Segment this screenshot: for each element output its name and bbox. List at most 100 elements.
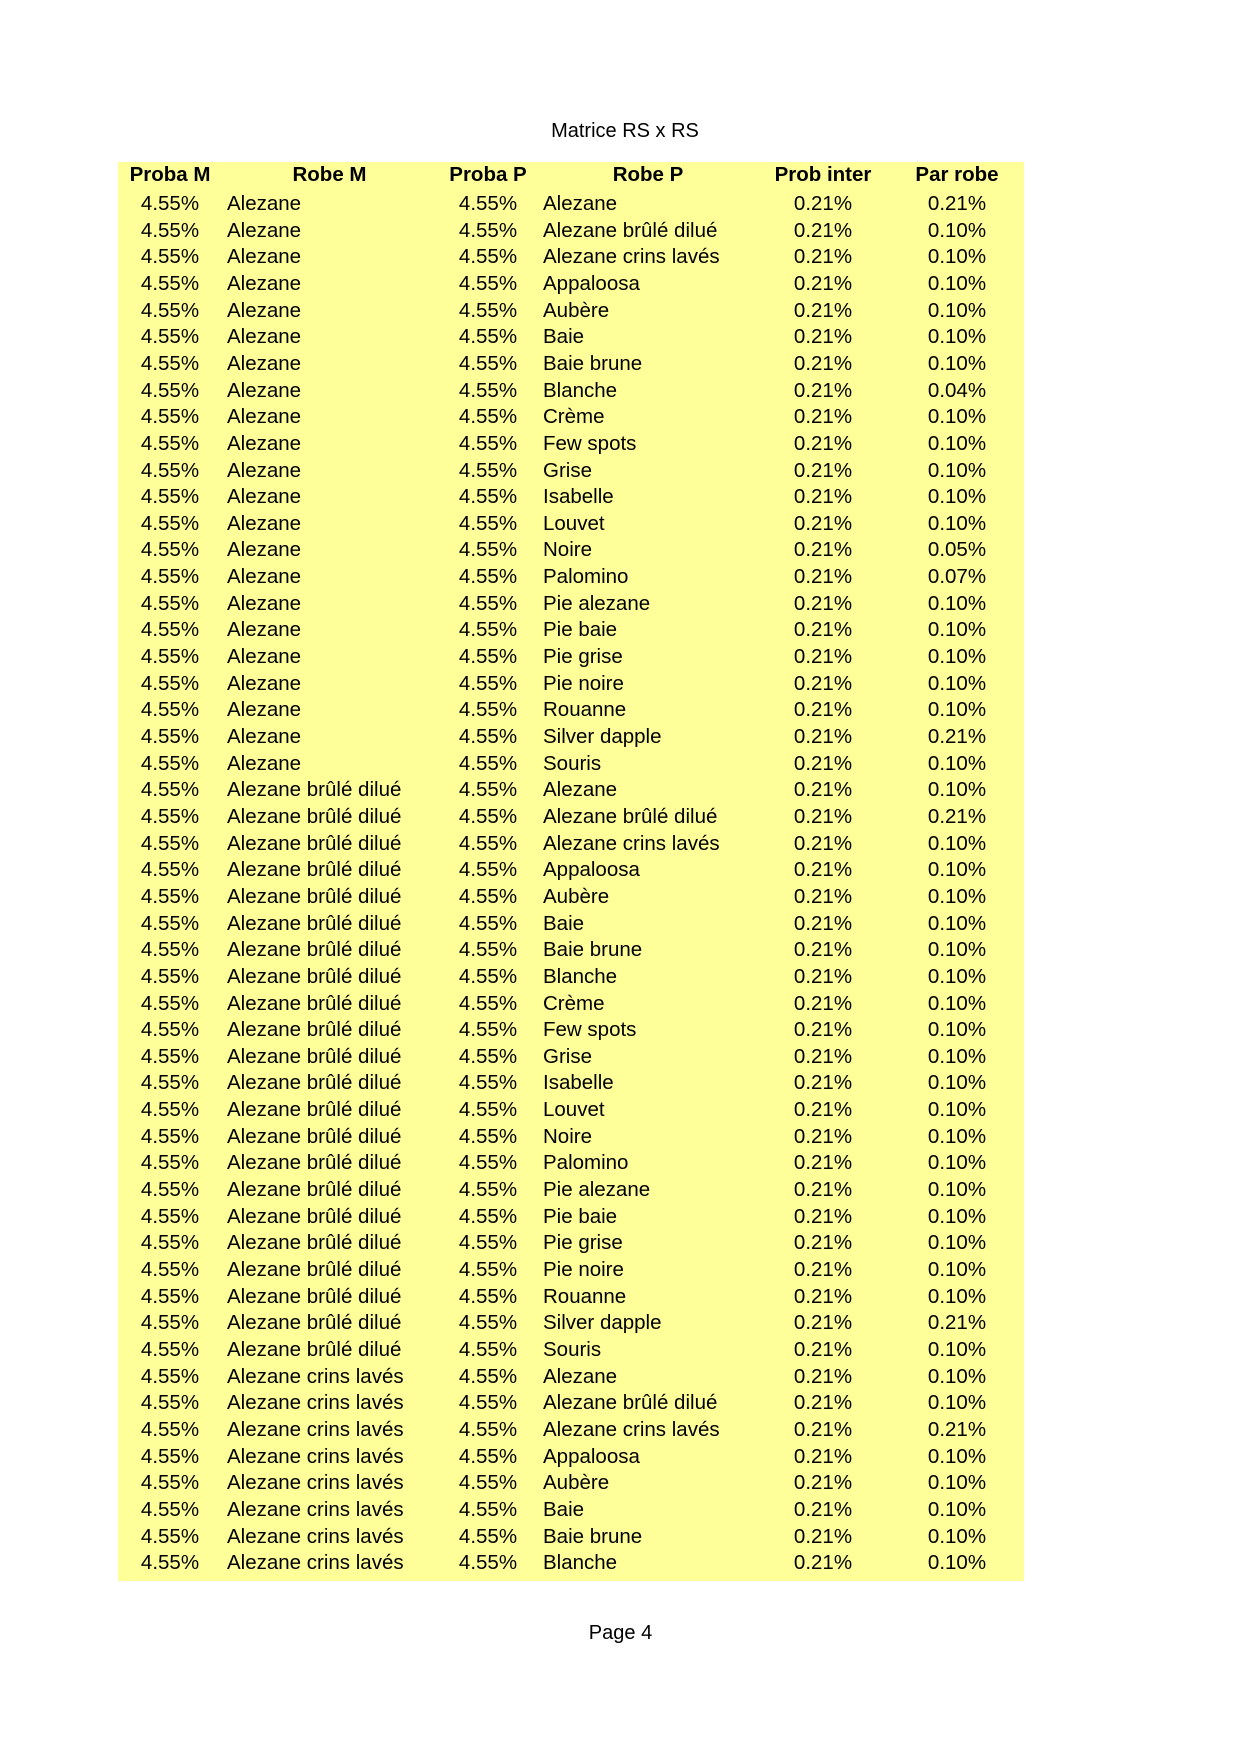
table-row: 4.55% Alezane brûlé dilué 4.55% Few spots 0.… <box>118 1017 1024 1044</box>
cell-robe-p: Baie <box>543 325 585 349</box>
cell-proba-m: 4.55% <box>140 751 200 775</box>
cell-robe-p: Silver dapple <box>543 1311 662 1335</box>
table-row: 4.55% Alezane 4.55% Pie baie 0.21% 0.10% <box>118 617 1024 644</box>
cell-proba-m: 4.55% <box>140 804 200 828</box>
cell-proba-p: 4.55% <box>458 405 518 429</box>
cell-prob-inter: 0.21% <box>793 831 853 855</box>
cell-proba-p: 4.55% <box>458 1018 518 1042</box>
cell-prob-inter: 0.21% <box>793 1311 853 1335</box>
cell-par-robe: 0.10% <box>927 1391 987 1415</box>
cell-proba-m: 4.55% <box>140 405 200 429</box>
table-row: 4.55% Alezane brûlé dilué 4.55% Blanche 0.21… <box>118 964 1024 991</box>
cell-proba-p: 4.55% <box>458 804 518 828</box>
cell-par-robe: 0.10% <box>927 1284 987 1308</box>
cell-proba-m: 4.55% <box>140 1524 200 1548</box>
cell-proba-p: 4.55% <box>458 831 518 855</box>
cell-robe-p: Blanche <box>543 378 618 402</box>
cell-prob-inter: 0.21% <box>793 192 853 215</box>
cell-par-robe: 0.05% <box>927 538 987 562</box>
cell-proba-p: 4.55% <box>458 645 518 669</box>
cell-proba-p: 4.55% <box>458 1258 518 1281</box>
cell-proba-p: 4.55% <box>458 1124 518 1148</box>
cell-par-robe: 0.10% <box>927 938 987 962</box>
cell-par-robe: 0.10% <box>927 458 987 482</box>
cell-prob-inter: 0.21% <box>793 1417 853 1441</box>
cell-par-robe: 0.10% <box>927 911 987 935</box>
cell-prob-inter: 0.21% <box>793 431 853 455</box>
cell-robe-m: Alezane <box>227 698 302 722</box>
table-row: 4.55% Alezane brûlé dilué 4.55% Baie brune 0… <box>118 937 1024 964</box>
cell-proba-p: 4.55% <box>458 325 518 349</box>
cell-prob-inter: 0.21% <box>793 1044 853 1068</box>
cell-prob-inter: 0.21% <box>793 671 853 695</box>
cell-par-robe: 0.10% <box>927 271 987 295</box>
cell-robe-p: Alezane crins lavés <box>543 245 720 269</box>
cell-par-robe: 0.10% <box>927 511 987 535</box>
cell-proba-p: 4.55% <box>458 1364 518 1388</box>
cell-par-robe: 0.07% <box>927 565 987 589</box>
cell-robe-p: Crème <box>543 991 605 1015</box>
cell-proba-m: 4.55% <box>140 1391 200 1415</box>
cell-proba-m: 4.55% <box>140 565 200 589</box>
cell-prob-inter: 0.21% <box>793 1178 853 1202</box>
table-row: 4.55% Alezane 4.55% Pie noire 0.21% 0.10% <box>118 671 1024 698</box>
cell-robe-m: Alezane brûlé dilué <box>227 1284 402 1308</box>
cell-proba-m: 4.55% <box>140 1044 200 1068</box>
cell-robe-m: Alezane <box>227 725 302 748</box>
cell-par-robe: 0.10% <box>927 1124 987 1148</box>
cell-robe-m: Alezane brûlé dilué <box>227 1178 402 1202</box>
cell-prob-inter: 0.21% <box>793 1391 853 1415</box>
table-row: 4.55% Alezane 4.55% Silver dapple 0.21% 0.21% <box>118 724 1024 751</box>
cell-robe-m: Alezane <box>227 751 302 775</box>
cell-robe-m: Alezane brûlé dilué <box>227 1124 402 1148</box>
cell-par-robe: 0.10% <box>927 218 987 242</box>
cell-prob-inter: 0.21% <box>793 218 853 242</box>
cell-prob-inter: 0.21% <box>793 325 853 349</box>
cell-robe-m: Alezane <box>227 538 302 562</box>
table-row: 4.55% Alezane brûlé dilué 4.55% Louvet 0.21%… <box>118 1097 1024 1124</box>
cell-prob-inter: 0.21% <box>793 1471 853 1495</box>
cell-prob-inter: 0.21% <box>793 751 853 775</box>
cell-prob-inter: 0.21% <box>793 991 853 1015</box>
cell-robe-p: Blanche <box>543 1551 618 1575</box>
cell-robe-p: Appaloosa <box>543 858 640 882</box>
table-row: 4.55% Alezane brûlé dilué 4.55% Pie baie 0.2… <box>118 1204 1024 1231</box>
table-row: 4.55% Alezane brûlé dilué 4.55% Alezane cri… <box>118 831 1024 858</box>
cell-robe-p: Pie grise <box>543 1231 623 1255</box>
cell-proba-m: 4.55% <box>140 645 200 669</box>
cell-prob-inter: 0.21% <box>793 1524 853 1548</box>
table-row: 4.55% Alezane 4.55% Louvet 0.21% 0.10% <box>118 511 1024 538</box>
cell-robe-p: Pie noire <box>543 1258 624 1281</box>
cell-prob-inter: 0.21% <box>793 725 853 748</box>
cell-robe-m: Alezane <box>227 431 302 455</box>
cell-proba-p: 4.55% <box>458 565 518 589</box>
cell-proba-p: 4.55% <box>458 1417 518 1441</box>
cell-prob-inter: 0.21% <box>793 405 853 429</box>
cell-proba-m: 4.55% <box>140 618 200 642</box>
table-row: 4.55% Alezane brûlé dilué 4.55% Aubère 0.21%… <box>118 884 1024 911</box>
cell-par-robe: 0.10% <box>927 671 987 695</box>
cell-proba-p: 4.55% <box>458 1151 518 1175</box>
table-row: 4.55% Alezane crins lavés 4.55% Alezane cri… <box>118 1417 1024 1444</box>
cell-robe-p: Aubère <box>543 298 610 322</box>
header-proba-p: Proba P <box>449 163 527 186</box>
table-row: 4.55% Alezane 4.55% Crème 0.21% 0.10% <box>118 404 1024 431</box>
cell-proba-p: 4.55% <box>458 991 518 1015</box>
cell-proba-p: 4.55% <box>458 431 518 455</box>
cell-proba-p: 4.55% <box>458 1098 518 1122</box>
cell-robe-m: Alezane <box>227 192 302 215</box>
cell-proba-p: 4.55% <box>458 618 518 642</box>
cell-robe-p: Souris <box>543 751 602 775</box>
cell-proba-m: 4.55% <box>140 192 200 215</box>
cell-robe-p: Noire <box>543 538 592 562</box>
cell-robe-m: Alezane <box>227 458 302 482</box>
cell-robe-m: Alezane brûlé dilué <box>227 991 402 1015</box>
cell-prob-inter: 0.21% <box>793 485 853 509</box>
cell-robe-m: Alezane <box>227 245 302 269</box>
cell-proba-m: 4.55% <box>140 1231 200 1255</box>
cell-robe-p: Souris <box>543 1337 602 1361</box>
cell-par-robe: 0.10% <box>927 1098 987 1122</box>
cell-proba-m: 4.55% <box>140 218 200 242</box>
cell-par-robe: 0.10% <box>927 751 987 775</box>
cell-robe-p: Pie grise <box>543 645 623 669</box>
